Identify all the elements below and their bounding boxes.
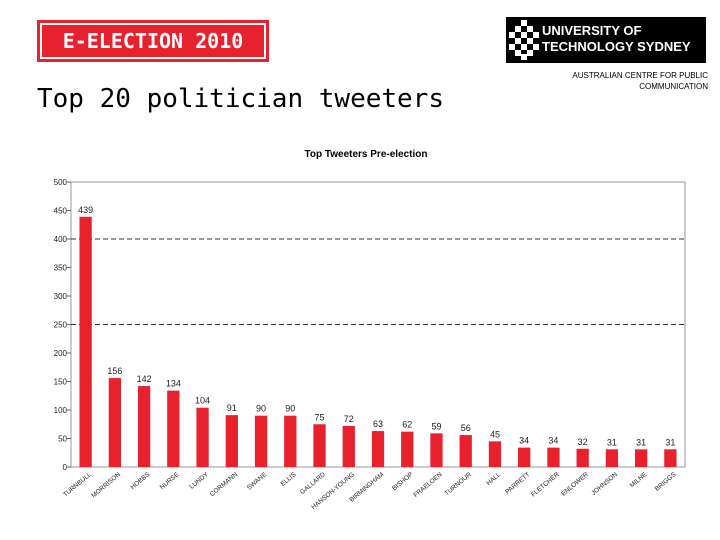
x-tick-label: JOHNSON <box>590 471 619 497</box>
x-tick-label: SWANE <box>246 471 269 492</box>
bar-fraeloen <box>430 433 443 467</box>
bar-nurse <box>167 390 180 467</box>
y-tick-label-250: 250 <box>54 321 68 330</box>
x-tick-label: ENLOWER <box>560 471 590 498</box>
bar-value-label: 63 <box>373 419 383 429</box>
bar-gallard <box>313 424 326 467</box>
bar-ellis <box>284 415 297 467</box>
bar-value-label: 34 <box>519 436 529 446</box>
x-tick-label: CORMANN <box>209 471 239 498</box>
bar-value-label: 56 <box>461 423 471 433</box>
x-tick-label: GALLARD <box>299 471 327 496</box>
bar-cormann <box>225 415 238 467</box>
y-tick-label-150: 150 <box>54 378 68 387</box>
centre-line-1: AUSTRALIAN CENTRE FOR PUBLIC <box>572 71 708 80</box>
bar-turnbull <box>79 216 92 467</box>
bar-value-label: 31 <box>636 437 646 447</box>
bar-milne <box>635 449 648 467</box>
bar-value-label: 34 <box>548 436 558 446</box>
uts-logo: UNIVERSITY OF TECHNOLOGY SYDNEY <box>506 17 706 63</box>
page-title: Top 20 politician tweeters <box>37 84 444 114</box>
y-tick-label-200: 200 <box>54 349 68 358</box>
bar-value-label: 75 <box>315 412 325 422</box>
bar-briggs <box>664 449 677 467</box>
bar-value-label: 90 <box>285 404 295 414</box>
bar-enlower <box>576 448 589 467</box>
y-tick-label-300: 300 <box>54 292 68 301</box>
bar-parrett <box>518 447 531 467</box>
bar-hall <box>488 441 502 467</box>
x-tick-label: FLETCHER <box>530 471 561 499</box>
y-tick-label-400: 400 <box>54 235 68 244</box>
bar-value-label: 104 <box>195 396 210 406</box>
x-tick-label: FRAELOEN <box>412 471 444 499</box>
bar-value-label: 31 <box>607 437 617 447</box>
centre-line-2: COMMUNICATION <box>639 82 708 91</box>
bar-value-label: 90 <box>256 404 266 414</box>
bar-value-label: 59 <box>431 421 441 431</box>
bar-hobbs <box>137 386 151 467</box>
bar-value-label: 156 <box>107 366 122 376</box>
x-tick-label: LUNDY <box>188 471 210 491</box>
logo-text: UNIVERSITY OF TECHNOLOGY SYDNEY <box>542 23 691 55</box>
bar-value-label: 45 <box>490 429 500 439</box>
bar-value-label: 91 <box>227 403 237 413</box>
bar-morrison <box>108 378 121 467</box>
bar-birmingham <box>371 431 385 467</box>
x-tick-label: BRIGGS <box>654 471 678 493</box>
y-tick-label-0: 0 <box>63 463 68 472</box>
bar-hanson-young <box>342 425 355 467</box>
x-tick-label: TURNOUR <box>444 471 474 497</box>
bar-value-label: 142 <box>137 374 152 384</box>
x-tick-label: HOBBS <box>129 471 151 491</box>
logo-line-1: UNIVERSITY OF <box>542 23 642 38</box>
top-tweeters-chart: Top Tweeters Pre-election 0 50 100 150 200 25… <box>54 149 686 511</box>
x-tick-label: ELLIS <box>279 471 298 488</box>
bar-turnour <box>459 435 472 467</box>
x-tick-label: NURSE <box>159 471 181 491</box>
bar-johnson <box>605 449 619 467</box>
election-badge-text: E-ELECTION 2010 <box>40 23 266 59</box>
bar-value-label: 32 <box>578 437 588 447</box>
bar-value-label: 31 <box>665 437 675 447</box>
bar-value-label: 134 <box>166 379 181 389</box>
bar-value-label: 72 <box>344 414 354 424</box>
bar-value-label: 439 <box>78 205 93 215</box>
y-tick-label-100: 100 <box>54 406 68 415</box>
x-tick-label: MILNE <box>629 471 649 490</box>
bar-bishop <box>401 431 414 467</box>
x-tick-label: PARRETT <box>504 471 531 496</box>
x-tick-label: TURNBULL <box>62 471 93 499</box>
logo-line-2: TECHNOLOGY SYDNEY <box>542 39 691 54</box>
bar-value-label: 62 <box>402 420 412 430</box>
y-tick-label-50: 50 <box>58 435 67 444</box>
bar-fletcher <box>547 447 560 467</box>
bar-swane <box>254 415 268 467</box>
centre-name: AUSTRALIAN CENTRE FOR PUBLIC COMMUNICATI… <box>572 70 708 92</box>
x-tick-label: MORRISON <box>90 471 122 500</box>
x-tick-label: BISHOP <box>391 471 414 492</box>
y-tick-label-450: 450 <box>54 207 68 216</box>
election-badge: E-ELECTION 2010 <box>37 20 269 62</box>
uts-emblem-icon <box>509 20 539 60</box>
x-tick-label: HALL <box>485 471 502 487</box>
bar-lundy <box>196 407 209 467</box>
y-tick-label-350: 350 <box>54 264 68 273</box>
y-tick-label-500: 500 <box>54 178 68 187</box>
chart-title: Top Tweeters Pre-election <box>305 149 428 160</box>
